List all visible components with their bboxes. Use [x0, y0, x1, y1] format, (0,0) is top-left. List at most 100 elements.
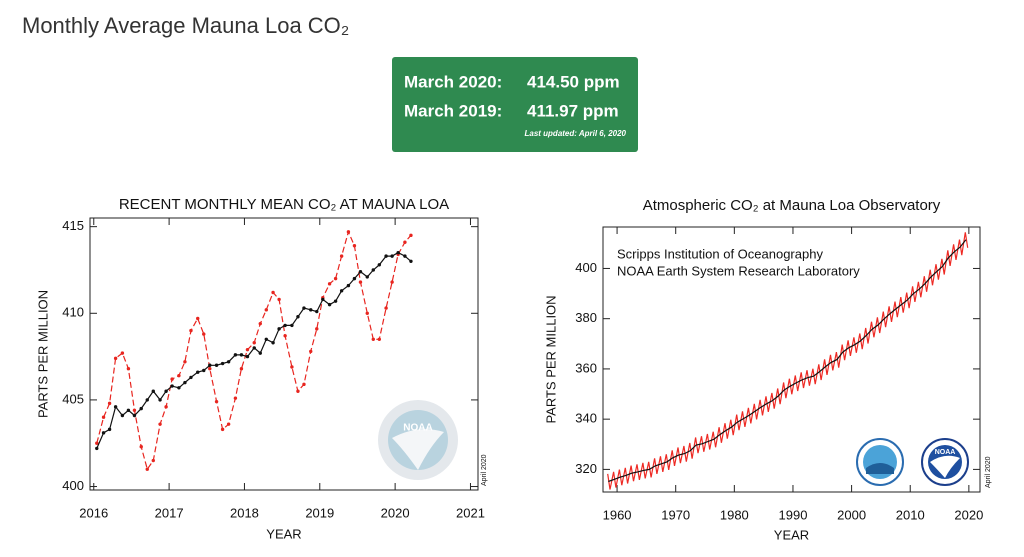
data-point [183, 380, 187, 385]
data-point [390, 280, 394, 284]
data-point [333, 276, 338, 281]
data-point [239, 353, 244, 357]
x-tick-label: 1990 [779, 507, 808, 522]
y-tick-label: 340 [575, 411, 597, 426]
data-point [196, 316, 200, 321]
data-point [277, 297, 281, 302]
data-point [264, 308, 268, 312]
data-point [403, 240, 407, 244]
data-point [252, 346, 256, 350]
data-point [107, 427, 112, 432]
data-point [321, 297, 325, 302]
logo-text: NOAA [403, 423, 432, 434]
plot-frame [602, 226, 981, 493]
series-line [96, 230, 412, 471]
noaa-logo-small: NOAA [921, 438, 969, 486]
data-point [113, 405, 118, 409]
data-point [296, 315, 300, 319]
annotation: NOAA Earth System Research Laboratory [617, 263, 860, 278]
data-point [233, 353, 238, 357]
data-point [189, 375, 193, 380]
data-point [271, 290, 275, 295]
data-point [409, 259, 413, 264]
data-point [245, 347, 250, 352]
data-point [145, 398, 149, 402]
x-tick-label: 2010 [896, 507, 925, 522]
data-point [258, 351, 262, 355]
data-point [271, 341, 275, 345]
data-point [252, 341, 256, 345]
series-line [608, 239, 967, 483]
data-point [258, 321, 262, 326]
data-point [120, 413, 125, 418]
data-point [396, 250, 400, 255]
data-point [101, 415, 106, 419]
data-point [107, 401, 112, 406]
data-point [226, 422, 231, 426]
data-point [239, 367, 244, 371]
data-point [126, 408, 131, 413]
logo-wave [866, 463, 894, 474]
data-point [139, 444, 143, 449]
x-tick-label: 2018 [230, 505, 259, 520]
data-point [183, 360, 187, 364]
annotation: Scripps Institution of Oceanography [617, 246, 823, 261]
data-point [290, 323, 294, 328]
data-point [339, 289, 344, 293]
data-point [95, 441, 99, 445]
x-tick-label: 2020 [381, 505, 410, 520]
data-point [120, 351, 125, 355]
data-point [409, 233, 413, 238]
data-point [202, 332, 206, 336]
data-point [164, 389, 168, 393]
logo-text: NOAA [935, 449, 956, 456]
y-tick-label: 400 [62, 478, 84, 493]
x-tick-label: 1980 [720, 507, 749, 522]
data-point [132, 413, 137, 418]
data-point [346, 230, 351, 234]
x-tick-label: 2016 [79, 505, 108, 520]
data-point [327, 302, 332, 307]
data-point [264, 337, 268, 341]
data-point [309, 349, 313, 354]
data-point [352, 276, 357, 281]
date-note: April 2020 [985, 456, 992, 488]
data-point [151, 389, 155, 393]
data-point [327, 282, 332, 286]
data-point [339, 254, 344, 258]
data-point [158, 398, 162, 402]
data-point [101, 431, 106, 435]
data-point [145, 467, 149, 471]
x-axis-label: YEAR [774, 527, 809, 542]
series-line [96, 251, 412, 449]
data-point [170, 377, 174, 381]
y-axis-label: PARTS PER MILLION [543, 295, 558, 423]
data-point [283, 323, 287, 328]
data-point [132, 408, 137, 413]
data-point [245, 354, 250, 359]
data-point [333, 299, 338, 303]
data-point [202, 368, 206, 373]
logo-bird [930, 455, 960, 478]
date-note: April 2020 [481, 454, 488, 486]
data-point [365, 311, 369, 315]
data-point [226, 360, 231, 364]
data-point [177, 373, 181, 378]
data-point [315, 309, 319, 314]
summary-label: March 2019: [404, 101, 502, 120]
data-point [290, 365, 294, 369]
data-point [302, 382, 306, 387]
data-point [233, 396, 238, 400]
data-point [315, 327, 319, 331]
data-point [283, 334, 287, 338]
data-point [377, 263, 382, 267]
data-point [151, 458, 155, 463]
y-tick-label: 410 [62, 305, 84, 320]
doc-logo [856, 438, 904, 486]
data-point [139, 406, 143, 411]
data-point [403, 254, 407, 258]
data-point [377, 337, 382, 341]
data-point [189, 328, 193, 333]
x-tick-label: 1970 [661, 507, 690, 522]
